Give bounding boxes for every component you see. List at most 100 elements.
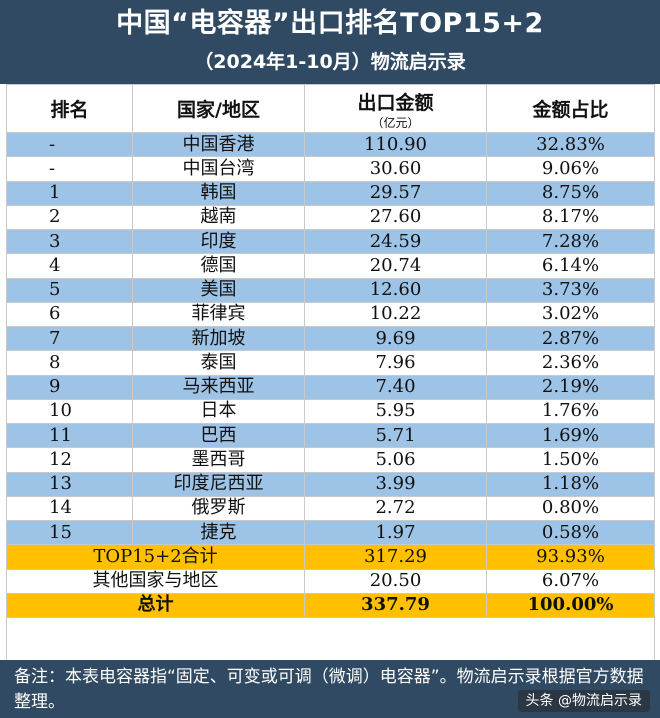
total-amount: 337.79 (304, 592, 487, 619)
share-cell: 1.50% (486, 447, 655, 473)
table-row: 9 马来西亚 7.40 2.19% (6, 374, 655, 400)
region-cell: 泰国 (132, 350, 305, 376)
share-cell: 3.02% (486, 301, 655, 328)
header-region: 国家/地区 (132, 84, 305, 133)
share-cell: 3.73% (486, 277, 655, 303)
table-row: 12 墨西哥 5.06 1.50% (6, 447, 655, 473)
others-share: 6.07% (486, 568, 655, 594)
subtotal-row: TOP15+2合计 317.29 93.93% (6, 544, 655, 570)
region-cell: 中国台湾 (132, 156, 305, 182)
region-cell: 新加坡 (132, 325, 305, 352)
region-cell: 墨西哥 (132, 447, 305, 473)
header-rank: 排名 (6, 84, 133, 133)
rank-cell: 15 (6, 519, 133, 546)
region-cell: 俄罗斯 (132, 495, 305, 522)
rank-cell: 13 (6, 471, 133, 497)
header-amount-label: 出口金额 (357, 91, 434, 114)
table-row: 15 捷克 1.97 0.58% (6, 519, 655, 546)
amount-cell: 9.69 (304, 325, 487, 352)
share-cell: 0.80% (486, 495, 655, 522)
table-header-row: 排名 国家/地区 出口金额 （亿元） 金额占比 (6, 84, 655, 133)
share-cell: 9.06% (486, 156, 655, 182)
share-cell: 32.83% (486, 131, 655, 158)
region-cell: 印度 (132, 228, 305, 255)
watermark: 头条 @物流启示录 (517, 690, 650, 712)
table-row: 8 泰国 7.96 2.36% (6, 350, 655, 376)
amount-cell: 5.95 (304, 398, 487, 425)
amount-cell: 24.59 (304, 228, 487, 255)
header-amount-unit: （亿元） (371, 115, 420, 130)
amount-cell: 1.97 (304, 519, 487, 546)
table-row: 2 越南 27.60 8.17% (6, 204, 655, 231)
table-row: 3 印度 24.59 7.28% (6, 228, 655, 255)
footer-note: 备注：本表电容器指“固定、可变或可调（微调）电容器”。物流启示录根据官方数据整理… (14, 667, 644, 712)
total-label: 总计 (6, 592, 305, 619)
rank-cell: 6 (6, 301, 133, 328)
subtotal-amount: 317.29 (304, 544, 487, 570)
header-amount: 出口金额 （亿元） (304, 84, 487, 133)
header-share: 金额占比 (486, 84, 655, 133)
others-label: 其他国家与地区 (6, 568, 305, 594)
others-row: 其他国家与地区 20.50 6.07% (6, 568, 655, 594)
rank-cell: - (6, 131, 133, 158)
share-cell: 0.58% (486, 519, 655, 546)
total-share: 100.00% (486, 592, 655, 619)
table-row: 1 韩国 29.57 8.75% (6, 180, 655, 206)
amount-cell: 3.99 (304, 471, 487, 497)
others-amount: 20.50 (304, 568, 487, 594)
table-body: - 中国香港 110.90 32.83% - 中国台湾 30.60 9.06% 1 韩国 29.57… (6, 131, 655, 619)
region-cell: 美国 (132, 277, 305, 303)
table-row: - 中国香港 110.90 32.83% (6, 131, 655, 158)
region-cell: 菲律宾 (132, 301, 305, 328)
page-title: 中国“电容器”出口排名TOP15+2 (116, 8, 544, 39)
amount-cell: 12.60 (304, 277, 487, 303)
region-cell: 捷克 (132, 519, 305, 546)
page-subtitle: （2024年1-10月）物流启示录 (194, 51, 466, 73)
amount-cell: 110.90 (304, 131, 487, 158)
amount-cell: 30.60 (304, 156, 487, 182)
footer-band: 备注：本表电容器指“固定、可变或可调（微调）电容器”。物流启示录根据官方数据整理… (0, 660, 660, 718)
title-band: 中国“电容器”出口排名TOP15+2 （2024年1-10月）物流启示录 (0, 0, 660, 84)
share-cell: 6.14% (486, 253, 655, 279)
rank-cell: 7 (6, 325, 133, 352)
share-cell: 2.19% (486, 374, 655, 400)
export-ranking-table: 排名 国家/地区 出口金额 （亿元） 金额占比 - 中国香港 110.90 32.83… (6, 84, 655, 619)
share-cell: 2.87% (486, 325, 655, 352)
table-row: 13 印度尼西亚 3.99 1.18% (6, 471, 655, 497)
share-cell: 8.75% (486, 180, 655, 206)
rank-cell: 9 (6, 374, 133, 400)
table-row: 11 巴西 5.71 1.69% (6, 422, 655, 449)
table-row: 7 新加坡 9.69 2.87% (6, 325, 655, 352)
amount-cell: 2.72 (304, 495, 487, 522)
region-cell: 德国 (132, 253, 305, 279)
region-cell: 韩国 (132, 180, 305, 206)
rank-cell: 11 (6, 422, 133, 449)
amount-cell: 27.60 (304, 204, 487, 231)
share-cell: 8.17% (486, 204, 655, 231)
right-edge (654, 84, 660, 660)
rank-cell: 12 (6, 447, 133, 473)
rank-cell: - (6, 156, 133, 182)
amount-cell: 7.96 (304, 350, 487, 376)
rank-cell: 2 (6, 204, 133, 231)
amount-cell: 20.74 (304, 253, 487, 279)
rank-cell: 1 (6, 180, 133, 206)
region-cell: 中国香港 (132, 131, 305, 158)
rank-cell: 8 (6, 350, 133, 376)
table-row: 5 美国 12.60 3.73% (6, 277, 655, 303)
amount-cell: 10.22 (304, 301, 487, 328)
amount-cell: 5.06 (304, 447, 487, 473)
table-row: 14 俄罗斯 2.72 0.80% (6, 495, 655, 522)
amount-cell: 7.40 (304, 374, 487, 400)
rank-cell: 5 (6, 277, 133, 303)
rank-cell: 10 (6, 398, 133, 425)
region-cell: 印度尼西亚 (132, 471, 305, 497)
total-row: 总计 337.79 100.00% (6, 592, 655, 619)
region-cell: 巴西 (132, 422, 305, 449)
subtotal-label: TOP15+2合计 (6, 544, 305, 570)
rank-cell: 4 (6, 253, 133, 279)
share-cell: 7.28% (486, 228, 655, 255)
region-cell: 日本 (132, 398, 305, 425)
table-row: - 中国台湾 30.60 9.06% (6, 156, 655, 182)
